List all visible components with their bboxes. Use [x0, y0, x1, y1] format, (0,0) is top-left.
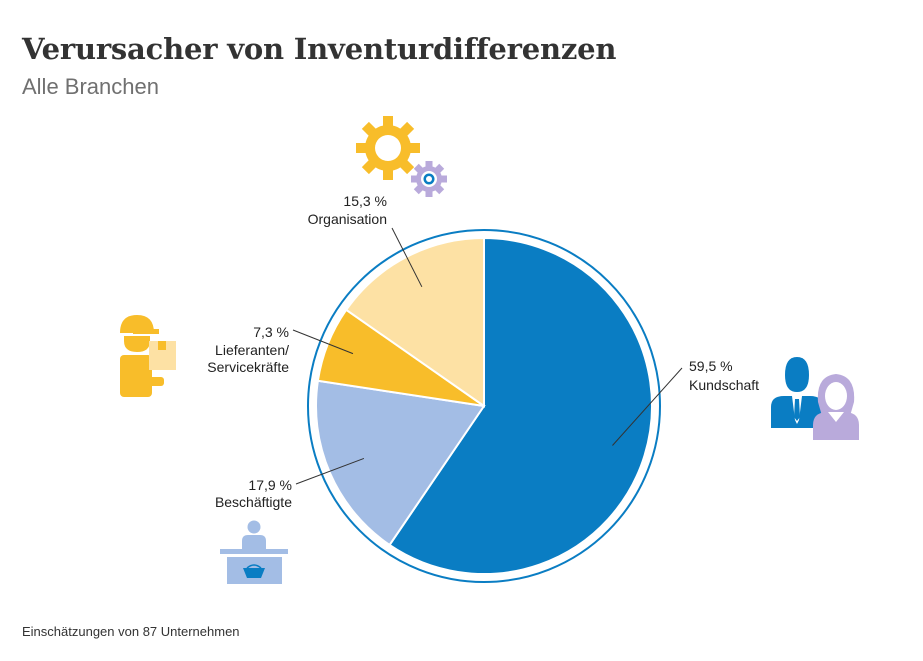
- slice-name-label-beschaeftigte: Beschäftigte: [215, 494, 292, 510]
- cashier-desk-icon: [220, 520, 288, 584]
- leader-line-kundschaft: [612, 367, 683, 446]
- slice-value-label-lieferanten: 7,3 %: [253, 324, 289, 340]
- pie-slices: [315, 236, 653, 575]
- delivery-person-icon: [120, 315, 176, 397]
- chart-subtitle: Alle Branchen: [22, 74, 159, 99]
- slice-name-label-lieferanten-line2: Servicekräfte: [207, 359, 289, 375]
- customers-icon: [771, 357, 859, 440]
- leader-line-beschaeftigte: [295, 457, 365, 485]
- slice-name-label-organisation: Organisation: [308, 211, 387, 227]
- leader-lines: [292, 227, 683, 485]
- leader-line-organisation: [391, 227, 423, 288]
- slice-value-label-kundschaft: 59,5 %: [689, 358, 733, 374]
- slice-value-label-organisation: 15,3 %: [343, 193, 387, 209]
- gears-icon: [356, 116, 447, 197]
- slice-labels: 59,5 % Kundschaft 17,9 % Beschäftigte 7,…: [207, 193, 759, 510]
- chart-title: Verursacher von Inventurdifferenzen: [22, 32, 617, 66]
- slice-name-label-kundschaft: Kundschaft: [689, 377, 759, 393]
- outer-ring: [307, 229, 661, 583]
- footnote: Einschätzungen von 87 Unternehmen: [22, 624, 240, 639]
- pie-slice-beschaeftigte: [315, 379, 486, 547]
- slice-value-label-beschaeftigte: 17,9 %: [248, 477, 292, 493]
- leader-line-lieferanten: [292, 329, 354, 355]
- slice-name-label-lieferanten-line1: Lieferanten/: [215, 342, 289, 358]
- pie-slice-kundschaft: [388, 236, 653, 575]
